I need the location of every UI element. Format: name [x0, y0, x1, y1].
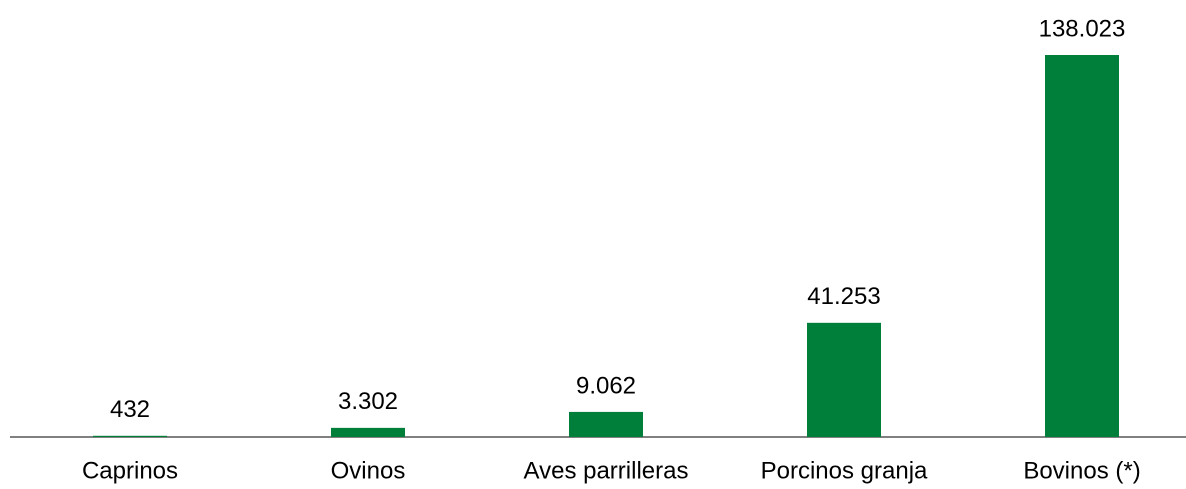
- value-label: 41.253: [807, 283, 880, 310]
- value-label: 432: [110, 396, 150, 423]
- x-tick-label: Ovinos: [331, 457, 406, 484]
- x-tick-label: Aves parrilleras: [524, 457, 689, 484]
- x-tick-label: Caprinos: [82, 457, 178, 484]
- x-tick-label: Porcinos granja: [761, 457, 928, 484]
- bar: [807, 322, 881, 437]
- bar: [331, 427, 405, 437]
- bar: [1045, 55, 1119, 437]
- bar: [93, 435, 167, 437]
- x-tick-label: Bovinos (*): [1023, 457, 1140, 484]
- value-label: 138.023: [1039, 15, 1126, 42]
- value-label: 9.062: [576, 372, 636, 399]
- bar: [569, 411, 643, 437]
- value-label: 3.302: [338, 388, 398, 415]
